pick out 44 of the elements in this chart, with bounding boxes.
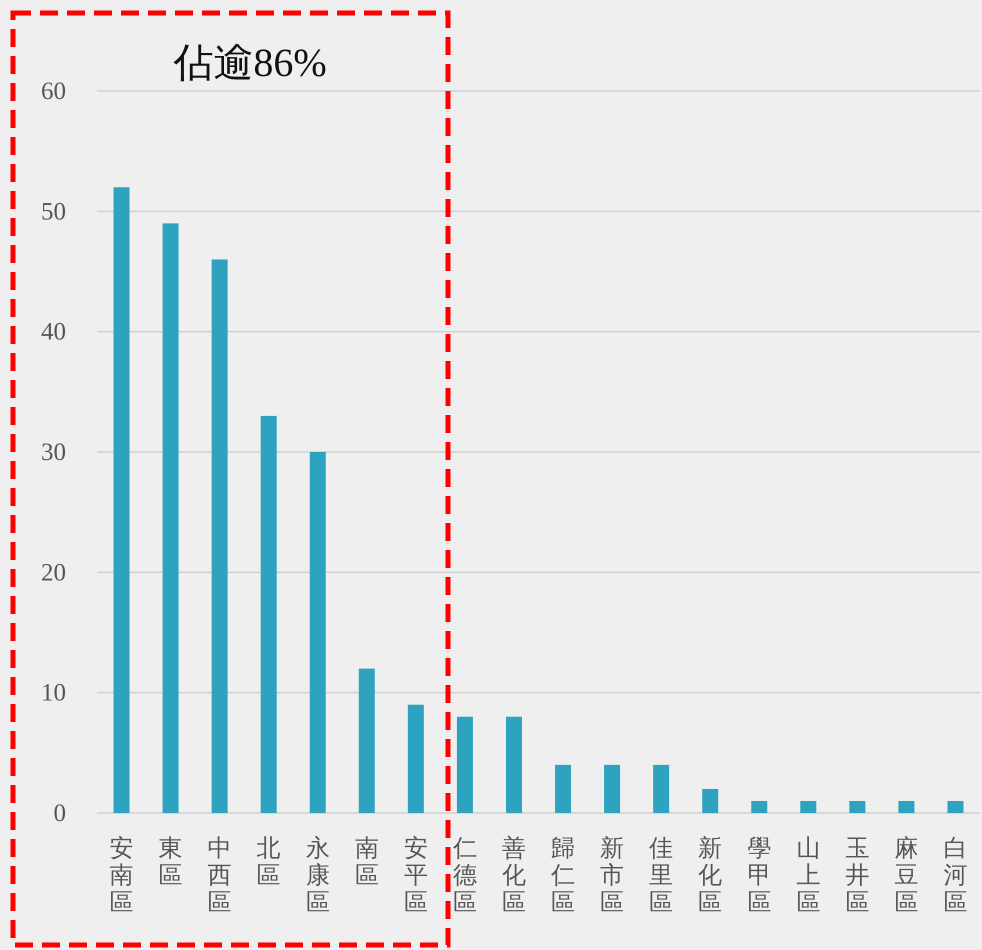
bar <box>702 788 718 813</box>
bar <box>408 704 424 813</box>
x-tick-label: 仁德區 <box>452 836 477 916</box>
y-tick-label: 30 <box>41 439 66 466</box>
x-tick-label: 玉井區 <box>845 836 870 916</box>
x-tick-label: 南區 <box>354 836 379 889</box>
x-tick-label: 山上區 <box>796 836 820 916</box>
x-tick-label: 安南區 <box>110 835 134 916</box>
bar <box>506 716 522 813</box>
y-tick-label: 60 <box>41 78 66 105</box>
x-tick-label: 新市區 <box>600 835 624 916</box>
bar <box>947 800 964 813</box>
x-tick-label: 中西區 <box>208 836 232 916</box>
bar <box>849 800 866 813</box>
bar <box>114 187 130 813</box>
bar <box>555 764 572 813</box>
bar <box>653 764 670 813</box>
bar <box>751 800 768 813</box>
x-tick-label: 新化區 <box>698 835 722 916</box>
x-tick-label: 安平區 <box>404 835 428 916</box>
x-tick-label: 永康區 <box>306 835 330 916</box>
bar <box>456 716 473 813</box>
y-tick-label: 40 <box>41 318 66 346</box>
x-tick-label: 東區 <box>158 836 183 889</box>
bar <box>800 800 816 813</box>
x-tick-label: 麻豆區 <box>894 835 918 916</box>
x-tick-label: 學甲區 <box>747 836 772 916</box>
bar <box>212 259 228 813</box>
y-tick-label: 0 <box>54 800 66 827</box>
bar <box>162 223 179 813</box>
x-tick-label: 歸仁區 <box>550 836 576 916</box>
bar <box>604 764 620 813</box>
bar <box>898 800 914 813</box>
bar <box>358 668 375 813</box>
x-tick-label: 善化區 <box>502 835 526 916</box>
x-tick-label: 白河區 <box>943 836 968 916</box>
y-tick-label: 20 <box>41 559 66 586</box>
x-tick-label: 北區 <box>256 836 281 889</box>
bar <box>310 452 326 813</box>
y-tick-label: 50 <box>41 198 66 226</box>
x-tick-label: 佳里區 <box>649 836 674 916</box>
bar <box>260 416 277 813</box>
text: 佔逾86% <box>172 40 327 85</box>
y-tick-label: 10 <box>41 680 66 707</box>
